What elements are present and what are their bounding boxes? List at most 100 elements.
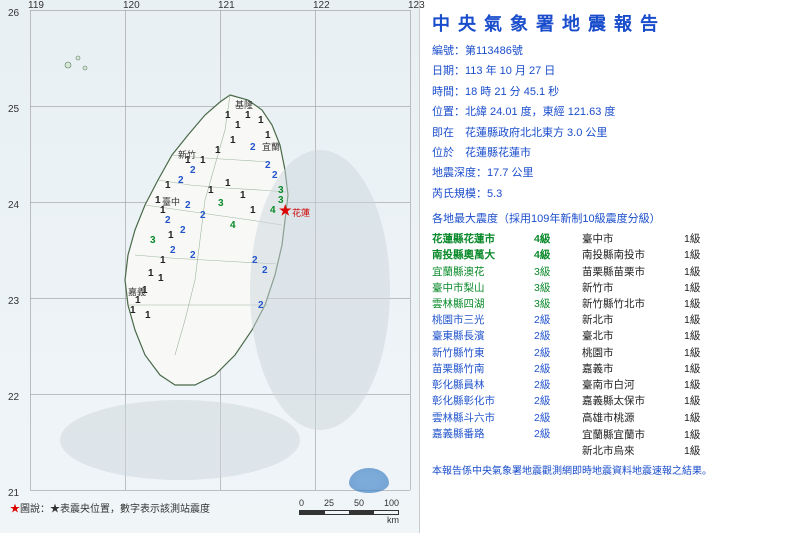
intensity-value: 2級 xyxy=(534,378,562,393)
time-line: 時間：18 時 21 分 45.1 秒 xyxy=(432,85,788,100)
lon-tick: 119 xyxy=(28,0,44,11)
intensity-location: 宜蘭縣澳花 xyxy=(432,265,510,280)
intensity-value: 1級 xyxy=(684,248,712,263)
intensity-point: 2 xyxy=(250,142,256,153)
legend-star-icon: ★ xyxy=(10,504,20,515)
city-label: 新竹 xyxy=(178,148,196,161)
intensity-location: 彰化縣彰化市 xyxy=(432,394,510,409)
lon-tick: 120 xyxy=(123,0,140,11)
intensity-row: 花蓮縣花蓮市4級 xyxy=(432,232,562,247)
intensity-point: 3 xyxy=(218,198,224,209)
intensity-row: 臺南市白河1級 xyxy=(582,378,712,393)
intensity-point: 1 xyxy=(230,135,236,146)
intensity-point: 4 xyxy=(230,220,236,231)
intensity-point: 1 xyxy=(158,273,164,284)
intensity-location: 臺東縣長濱 xyxy=(432,329,510,344)
intensity-point: 2 xyxy=(262,265,268,276)
intensity-value: 1級 xyxy=(684,232,712,247)
intensity-point: 2 xyxy=(252,255,258,266)
lat-tick: 22 xyxy=(8,392,19,403)
lon-tick: 121 xyxy=(218,0,235,11)
intensity-value: 1級 xyxy=(684,428,712,443)
intensity-location: 嘉義縣太保市 xyxy=(582,394,660,409)
intensity-row: 臺東縣長濱2級 xyxy=(432,329,562,344)
intensity-location: 高雄市桃源 xyxy=(582,411,660,426)
intensity-row: 新北市烏來1級 xyxy=(582,444,712,459)
map-panel: ★ 花蓮 44333322222222222222111111111111111… xyxy=(0,0,420,533)
intensity-point: 1 xyxy=(215,145,221,156)
intensity-value: 3級 xyxy=(534,281,562,296)
intensity-point: 1 xyxy=(225,110,231,121)
intensity-point: 4 xyxy=(270,205,276,216)
intensity-row: 高雄市桃源 1級 xyxy=(582,411,712,426)
city-label: 嘉義 xyxy=(128,285,146,298)
intensity-location: 新竹縣竹北市 xyxy=(582,297,660,312)
intensity-row: 雲林縣四湖3級 xyxy=(432,297,562,312)
intensity-point: 1 xyxy=(240,190,246,201)
intensity-point: 1 xyxy=(148,268,154,279)
intensity-row: 南投縣南投市1級 xyxy=(582,248,712,263)
footnote: 本報告係中央氣象署地震觀測網即時地震資料地震速報之結果。 xyxy=(432,465,788,479)
intensity-value: 1級 xyxy=(684,265,712,280)
intensity-location: 苗栗縣竹南 xyxy=(432,362,510,377)
intensity-point: 1 xyxy=(245,110,251,121)
intensity-table: 花蓮縣花蓮市4級南投縣奧萬大 4級宜蘭縣澳花3級臺中市梨山 3級雲林縣四湖3級桃園市… xyxy=(432,232,788,459)
intensity-value: 4級 xyxy=(534,248,562,263)
intensity-location: 南投縣奧萬大 xyxy=(432,248,510,263)
intensity-value: 2級 xyxy=(534,362,562,377)
intensity-location: 雲林縣四湖 xyxy=(432,297,510,312)
intensity-row: 新北市1級 xyxy=(582,313,712,328)
intensity-point: 1 xyxy=(168,230,174,241)
intensity-location: 花蓮縣花蓮市 xyxy=(432,232,510,247)
intensity-row: 嘉義縣番路2級 xyxy=(432,427,562,442)
intensity-row: 宜蘭縣澳花3級 xyxy=(432,265,562,280)
intensity-value: 1級 xyxy=(684,329,712,344)
intensity-value: 1級 xyxy=(684,411,712,426)
intensity-point: 1 xyxy=(235,120,241,131)
intensity-point: 2 xyxy=(190,250,196,261)
magnitude-line: 芮氏規模：5.3 xyxy=(432,187,788,202)
scale-bar: 0 25 50 100 km xyxy=(299,498,399,525)
lat-tick: 24 xyxy=(8,200,19,211)
intensity-point: 1 xyxy=(130,305,136,316)
intensity-value: 1級 xyxy=(684,297,712,312)
intensity-row: 南投縣奧萬大 4級 xyxy=(432,248,562,263)
near-line: 即在 花蓮縣政府北北東方 3.0 公里 xyxy=(432,126,788,141)
intensity-point: 2 xyxy=(180,225,186,236)
intensity-point: 1 xyxy=(225,178,231,189)
map-legend: ★圖說：★表震央位置，數字表示該測站震度 xyxy=(10,500,210,515)
intensity-point: 2 xyxy=(178,175,184,186)
lon-tick: 123 xyxy=(408,0,425,11)
intensity-row: 桃園市三光2級 xyxy=(432,313,562,328)
intensity-location: 嘉義縣番路 xyxy=(432,427,510,442)
info-panel: 中央氣象署地震報告 編號：第113486號 日期：113 年 10 月 27 日… xyxy=(420,0,800,533)
intensity-point: 1 xyxy=(145,310,151,321)
intensity-point: 3 xyxy=(278,195,284,206)
intensity-point: 1 xyxy=(160,255,166,266)
intensity-value: 2級 xyxy=(534,394,562,409)
intensity-row: 新竹市1級 xyxy=(582,281,712,296)
location-line: 位置：北緯 24.01 度，東經 121.63 度 xyxy=(432,105,788,120)
city-label: 基隆 xyxy=(235,98,253,111)
map-area: ★ 花蓮 44333322222222222222111111111111111… xyxy=(30,10,410,490)
intensity-location: 彰化縣員林 xyxy=(432,378,510,393)
intensity-point: 2 xyxy=(265,160,271,171)
intensity-value: 1級 xyxy=(684,281,712,296)
intensity-row: 嘉義市 1級 xyxy=(582,362,712,377)
intensity-row: 彰化縣員林 2級 xyxy=(432,378,562,393)
intensity-location: 苗栗縣苗栗市 xyxy=(582,265,660,280)
lon-tick: 122 xyxy=(313,0,330,11)
intensity-value: 1級 xyxy=(684,362,712,377)
intensity-location: 臺中市梨山 xyxy=(432,281,510,296)
cwa-logo-icon xyxy=(349,468,389,493)
intensity-value: 1級 xyxy=(684,394,712,409)
intensity-location: 新竹縣竹東 xyxy=(432,346,510,361)
lat-tick: 21 xyxy=(8,488,19,499)
intensity-point: 1 xyxy=(200,155,206,166)
intensity-location: 臺南市白河 xyxy=(582,378,660,393)
intensity-point: 2 xyxy=(185,200,191,211)
intensity-location: 嘉義市 xyxy=(582,362,660,377)
intensity-point: 1 xyxy=(208,185,214,196)
intensity-point: 2 xyxy=(272,170,278,181)
report-no: 編號：第113486號 xyxy=(432,44,788,59)
